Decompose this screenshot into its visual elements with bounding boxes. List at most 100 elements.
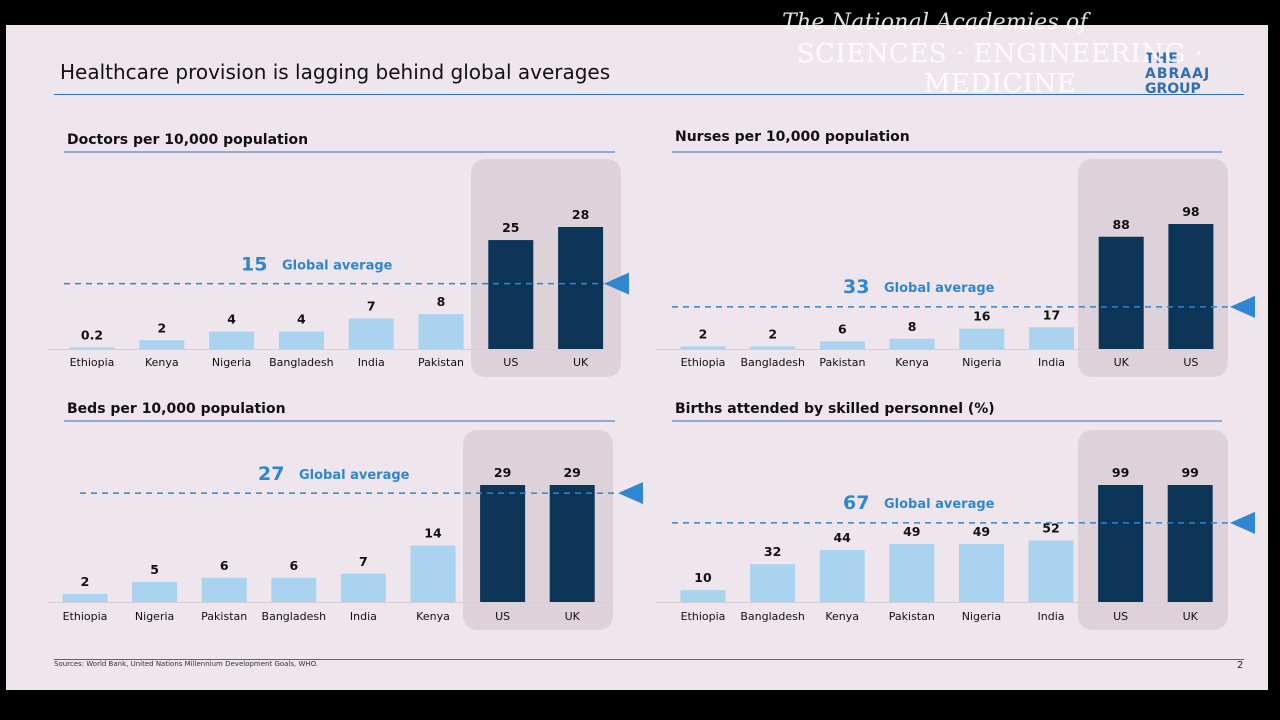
global-average-label: Global average	[884, 281, 995, 296]
bar-value-label: 32	[764, 544, 781, 559]
global-average-label: Global average	[299, 468, 410, 483]
category-label: US	[495, 610, 510, 623]
category-label: UK	[573, 356, 589, 369]
footer-divider	[54, 659, 1244, 660]
page-number: 2	[1237, 660, 1244, 671]
source-note: Sources: World Bank, United Nations Mill…	[54, 660, 319, 668]
bar-value-label: 2	[81, 574, 90, 589]
bar	[1098, 236, 1144, 349]
bar	[1029, 327, 1074, 349]
bar-value-label: 52	[1042, 521, 1059, 536]
title-divider	[54, 94, 1244, 95]
bar-value-label: 49	[903, 524, 920, 539]
bar	[549, 485, 595, 602]
category-label: Ethiopia	[681, 356, 726, 369]
category-label: Nigeria	[962, 610, 1001, 623]
bar-value-label: 49	[973, 524, 990, 539]
bar	[271, 577, 317, 602]
category-label: India	[1038, 610, 1065, 623]
global-average-label: Global average	[884, 497, 995, 512]
bar	[201, 577, 247, 602]
bar	[959, 328, 1005, 349]
chart-title: Nurses per 10,000 population	[675, 129, 910, 145]
bar-value-label: 16	[973, 309, 991, 324]
bar	[69, 347, 115, 349]
chart-title: Doctors per 10,000 population	[67, 132, 308, 148]
bar-value-label: 98	[1182, 204, 1199, 219]
global-average-marker	[604, 272, 629, 295]
bar	[139, 340, 185, 349]
bar	[819, 341, 865, 349]
bar	[750, 346, 796, 349]
bar	[1167, 485, 1213, 602]
page-title: Healthcare provision is lagging behind g…	[60, 60, 611, 84]
category-label: Pakistan	[418, 356, 464, 369]
bar	[558, 227, 604, 349]
bar	[348, 318, 394, 349]
bar	[1168, 224, 1214, 349]
chart-title: Beds per 10,000 population	[67, 401, 286, 417]
bar-value-label: 25	[502, 220, 519, 235]
category-label: Nigeria	[962, 356, 1001, 369]
chart-title: Births attended by skilled personnel (%)	[675, 401, 995, 417]
bar	[209, 331, 255, 349]
bar-value-label: 4	[297, 312, 306, 327]
bar	[889, 544, 935, 602]
category-label: Bangladesh	[740, 610, 805, 623]
global-average-value: 33	[843, 276, 869, 298]
bar-value-label: 28	[572, 207, 589, 222]
bar-value-label: 44	[833, 530, 851, 545]
bar-value-label: 2	[699, 326, 708, 341]
bar-value-label: 99	[1112, 465, 1129, 480]
bar-value-label: 7	[359, 554, 368, 569]
category-label: Bangladesh	[740, 356, 805, 369]
category-label: Bangladesh	[262, 610, 327, 623]
bar-value-label: 8	[908, 319, 917, 334]
category-label: US	[1183, 356, 1198, 369]
bar-value-label: 6	[289, 558, 298, 573]
bar	[418, 314, 464, 349]
category-label: Nigeria	[212, 356, 251, 369]
global-average-marker	[1230, 295, 1255, 318]
bar	[1028, 540, 1074, 602]
category-label: Pakistan	[201, 610, 247, 623]
bar	[958, 544, 1004, 602]
category-label: India	[1038, 356, 1065, 369]
bar	[488, 240, 534, 349]
bar-value-label: 29	[563, 465, 580, 480]
bar-value-label: 99	[1181, 465, 1198, 480]
company-logo: THE ABRAAJ GROUP	[1145, 51, 1237, 97]
category-label: US	[503, 356, 518, 369]
bar-value-label: 88	[1112, 217, 1129, 232]
category-label: Ethiopia	[70, 356, 115, 369]
bar-value-label: 17	[1043, 307, 1060, 322]
global-average-marker	[618, 482, 643, 505]
category-label: Ethiopia	[681, 610, 726, 623]
bar-value-label: 10	[694, 570, 712, 585]
bar	[680, 346, 726, 349]
category-label: UK	[565, 610, 581, 623]
category-label: UK	[1114, 356, 1130, 369]
bar-value-label: 7	[367, 299, 376, 314]
bar-value-label: 2	[157, 320, 166, 335]
global-average-value: 15	[241, 254, 267, 276]
bar-value-label: 2	[768, 326, 777, 341]
category-label: US	[1113, 610, 1128, 623]
bar	[132, 581, 178, 602]
bar-value-label: 6	[838, 321, 847, 336]
category-label: India	[358, 356, 385, 369]
logo-line-1: THE	[1145, 51, 1179, 67]
category-label: Pakistan	[819, 356, 865, 369]
global-average-marker	[1230, 511, 1255, 534]
bar	[278, 331, 324, 349]
global-average-label: Global average	[282, 259, 393, 274]
bar-value-label: 29	[494, 465, 511, 480]
category-label: Pakistan	[889, 610, 935, 623]
bar	[750, 564, 796, 602]
logo-line-2: ABRAAJ	[1145, 66, 1211, 82]
bar	[680, 590, 726, 602]
bar	[1098, 485, 1144, 602]
bar-value-label: 14	[424, 526, 442, 541]
bar	[340, 573, 386, 602]
